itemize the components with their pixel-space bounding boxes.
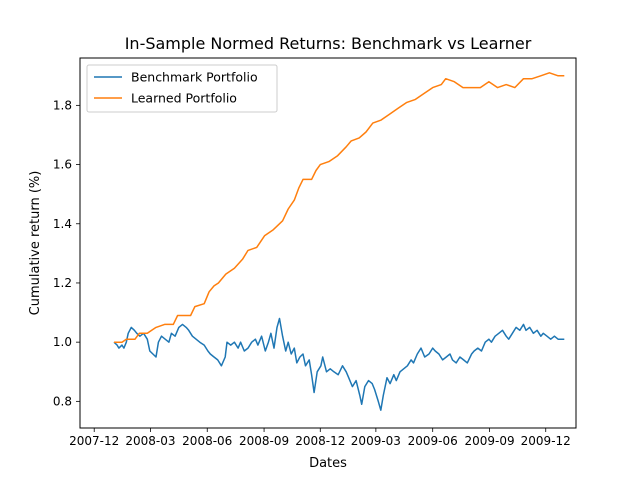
y-tick-label: 1.2 [53, 276, 72, 290]
legend-label: Benchmark Portfolio [131, 70, 258, 85]
x-tick-label: 2008-06 [182, 434, 232, 448]
x-tick-label: 2007-12 [69, 434, 119, 448]
y-tick-label: 1.6 [53, 158, 72, 172]
series-line-0 [113, 317, 565, 411]
x-axis-label: Dates [309, 456, 347, 471]
y-tick-label: 1.4 [53, 217, 72, 231]
series-layer [113, 72, 565, 411]
plot-area [79, 57, 577, 429]
y-tick-label: 1.8 [53, 98, 72, 112]
x-tick-label: 2009-12 [521, 434, 571, 448]
x-tick-label: 2009-03 [351, 434, 401, 448]
legend-box [86, 64, 278, 113]
legend: Benchmark Portfolio Learned Portfolio [86, 64, 278, 113]
y-axis-label: Cumulative return (%) [28, 171, 43, 316]
chart-title: In-Sample Normed Returns: Benchmark vs L… [125, 34, 532, 53]
axes-frame [79, 57, 577, 429]
y-tick-label: 0.8 [53, 394, 72, 408]
y-axis: 0.8 1.0 1.2 1.4 1.6 1.8 [53, 98, 80, 408]
y-tick-label: 1.0 [53, 335, 72, 349]
plot-background [80, 58, 576, 428]
x-tick-label: 2009-09 [464, 434, 514, 448]
x-tick-label: 2008-03 [125, 434, 175, 448]
x-tick-label: 2008-09 [239, 434, 289, 448]
legend-label: Learned Portfolio [131, 91, 237, 106]
x-axis: 2007-12 2008-03 2008-06 2008-09 2008-12 2009-… [69, 428, 571, 448]
x-tick-label: 2009-06 [408, 434, 458, 448]
series-line-1 [114, 72, 565, 343]
x-tick-label: 2008-12 [295, 434, 345, 448]
